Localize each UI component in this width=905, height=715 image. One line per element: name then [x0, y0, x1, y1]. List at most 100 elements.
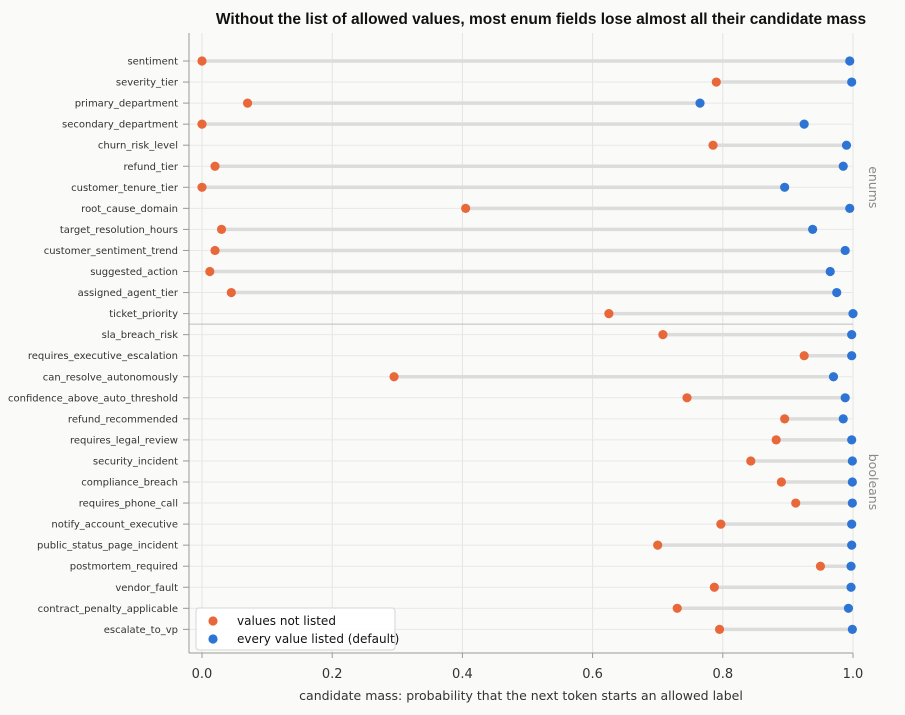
row-label: requires_phone_call	[79, 499, 178, 510]
row-label: public_status_page_incident	[37, 541, 178, 552]
group-label: enums	[866, 166, 881, 208]
legend-box	[195, 607, 396, 651]
not-listed-point	[653, 540, 663, 550]
not-listed-point	[197, 56, 207, 66]
row-label: primary_department	[75, 99, 178, 110]
not-listed-point	[197, 119, 207, 129]
listed-point	[846, 582, 856, 592]
row-label: secondary_department	[62, 120, 178, 131]
not-listed-point	[791, 498, 801, 508]
row-label: sentiment	[127, 57, 178, 68]
listed-point	[847, 519, 857, 529]
not-listed-point	[461, 203, 471, 213]
row-label: assigned_agent_tier	[78, 288, 179, 299]
x-tick-label: 0.4	[452, 667, 473, 682]
legend-item-label: values not listed	[237, 614, 336, 628]
row-label: suggested_action	[90, 267, 178, 278]
legend-swatch	[208, 616, 218, 626]
row-label: customer_tenure_tier	[71, 183, 179, 194]
axes: sentiment severity_tier primary_department…	[8, 33, 881, 682]
not-listed-point	[604, 309, 614, 319]
row-label: postmortem_required	[70, 562, 178, 573]
not-listed-point	[771, 435, 781, 445]
legend-swatch	[208, 634, 218, 644]
listed-point	[847, 77, 857, 87]
listed-point	[832, 287, 842, 298]
row-label: severity_tier	[116, 78, 179, 89]
x-axis-title: candidate mass: probability that the nex…	[299, 688, 743, 703]
listed-point	[846, 561, 856, 571]
not-listed-point	[389, 372, 399, 382]
listed-point	[847, 435, 857, 445]
not-listed-point	[815, 561, 826, 571]
row-label: can_resolve_autonomously	[43, 372, 178, 383]
x-tick-label: 1.0	[843, 667, 864, 682]
listed-point	[808, 224, 818, 234]
row-label: refund_recommended	[68, 414, 178, 425]
row-label: target_resolution_hours	[60, 225, 178, 236]
row-label: sla_breach_risk	[102, 330, 179, 341]
legend-item-label: every value listed (default)	[237, 632, 399, 646]
row-label: ticket_priority	[109, 309, 178, 320]
not-listed-point	[711, 77, 721, 87]
row-label: security_incident	[93, 456, 178, 467]
row-label: churn_risk_level	[98, 141, 178, 152]
not-listed-point	[658, 330, 668, 340]
listed-point	[840, 393, 850, 403]
listed-point	[838, 414, 848, 424]
not-listed-point	[197, 182, 207, 192]
not-listed-point	[226, 287, 236, 298]
not-listed-point	[708, 140, 718, 150]
listed-point	[847, 351, 857, 361]
not-listed-point	[672, 603, 682, 613]
listed-point	[847, 456, 857, 466]
not-listed-point	[205, 266, 215, 277]
listed-point	[799, 119, 809, 129]
rows-layer	[197, 56, 858, 634]
not-listed-point	[714, 624, 725, 634]
not-listed-point	[799, 351, 809, 361]
row-label: confidence_above_auto_threshold	[8, 393, 178, 404]
not-listed-point	[716, 519, 726, 529]
listed-point	[843, 603, 854, 613]
legend: values not listed every value listed (def…	[195, 607, 399, 651]
listed-point	[825, 266, 835, 277]
not-listed-point	[682, 393, 692, 403]
listed-point	[847, 477, 857, 487]
x-tick-label: 0.6	[582, 667, 603, 682]
listed-point	[847, 624, 857, 634]
row-label: vendor_fault	[115, 583, 178, 594]
chart-title: Without the list of allowed values, most…	[216, 11, 866, 28]
listed-point	[847, 540, 857, 550]
row-label: customer_sentiment_trend	[44, 246, 178, 257]
not-listed-point	[210, 245, 220, 256]
row-label: requires_legal_review	[70, 435, 178, 446]
row-label: contract_penalty_applicable	[38, 604, 178, 615]
row-label: compliance_breach	[81, 478, 178, 489]
not-listed-point	[780, 414, 790, 424]
group-label: booleans	[866, 454, 881, 511]
row-label: escalate_to_vp	[104, 625, 178, 636]
row-label: root_cause_domain	[81, 204, 178, 215]
not-listed-point	[776, 477, 786, 487]
row-label: refund_tier	[123, 162, 178, 173]
not-listed-point	[746, 456, 756, 466]
listed-point	[847, 330, 857, 340]
not-listed-point	[216, 224, 227, 234]
not-listed-point	[242, 98, 253, 108]
listed-point	[780, 182, 790, 192]
listed-point	[838, 161, 848, 171]
not-listed-point	[709, 582, 719, 592]
listed-point	[840, 245, 850, 256]
listed-point	[695, 98, 705, 108]
listed-point	[848, 309, 858, 319]
listed-point	[841, 140, 852, 150]
row-label: notify_account_executive	[51, 520, 178, 531]
row-label: requires_executive_escalation	[28, 351, 178, 362]
x-tick-label: 0.8	[712, 667, 733, 682]
x-tick-label: 0.2	[322, 667, 343, 682]
not-listed-point	[210, 161, 220, 171]
x-tick-label: 0.0	[192, 667, 213, 682]
listed-point	[845, 56, 855, 66]
